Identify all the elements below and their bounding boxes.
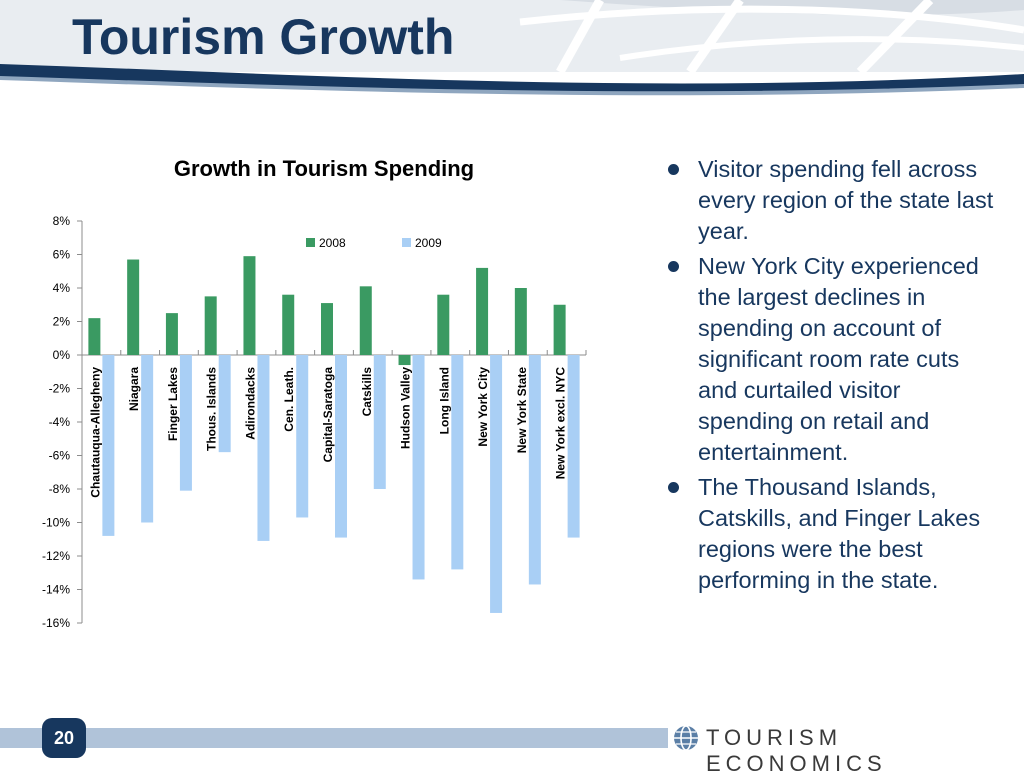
bar-2009 <box>528 355 541 585</box>
bar-2009 <box>257 355 270 541</box>
bar-2009 <box>373 355 386 489</box>
bar-2008 <box>514 288 527 355</box>
y-tick-label: 0% <box>53 348 71 362</box>
bar-2008 <box>243 256 256 355</box>
y-tick-label: 2% <box>53 315 71 329</box>
y-tick-label: 8% <box>53 214 71 228</box>
legend-swatch <box>306 238 315 247</box>
legend-label: 2008 <box>319 236 346 250</box>
bar-2008 <box>553 304 566 355</box>
category-label: Finger Lakes <box>166 367 180 441</box>
growth-chart: Growth in Tourism Spending 8% 6% 4% 2% 0% -2%… <box>42 156 587 630</box>
category-label: Niagara <box>127 367 141 411</box>
chart-title: Growth in Tourism Spending <box>174 156 474 181</box>
bullet-text: The Thousand Islands, Catskills, and Fin… <box>698 474 981 593</box>
slide-title: Tourism Growth <box>72 9 455 65</box>
bar-2008 <box>398 355 411 366</box>
bar-2009 <box>335 355 347 538</box>
legend-label: 2009 <box>415 236 442 250</box>
bar-2008 <box>204 296 217 355</box>
category-label: New York excl. NYC <box>554 367 568 480</box>
globe-logo-icon <box>674 725 698 751</box>
category-label: New York City <box>476 367 490 447</box>
bar-2008 <box>476 267 489 355</box>
legend: 2008 2009 <box>306 236 442 250</box>
y-tick-label: -14% <box>42 583 70 597</box>
logo-text: TOURISM ECONOMICS <box>706 725 887 776</box>
category-label: Long Island <box>437 367 451 434</box>
bar-2008 <box>165 313 178 355</box>
bar-2009 <box>141 355 154 523</box>
bar-2008 <box>321 303 333 355</box>
page-number: 20 <box>42 718 86 758</box>
y-tick-label: -8% <box>49 482 71 496</box>
category-label: Cen. Leath. <box>282 367 296 432</box>
category-label: Hudson Valley <box>399 367 413 449</box>
bar-2009 <box>296 355 309 518</box>
bullet-text: New York City experienced the largest de… <box>698 253 979 465</box>
category-label: Chautauqua-Allegheny <box>88 367 102 498</box>
y-tick-label: 4% <box>53 281 71 295</box>
bar-2008 <box>282 294 295 355</box>
bar-2009 <box>218 355 231 453</box>
category-label: Thous. Islands <box>205 367 219 451</box>
bar-2009 <box>102 355 115 536</box>
bullet-dot-icon <box>668 482 679 493</box>
legend-swatch <box>402 238 411 247</box>
bars <box>88 256 580 613</box>
bullet-item: New York City experienced the largest de… <box>662 251 1002 468</box>
bar-2008 <box>127 259 140 355</box>
y-axis: 8% 6% 4% 2% 0% -2% -4% -6% -8% -10% -12% -14% -16% <box>42 214 587 630</box>
bullet-dot-icon <box>668 261 679 272</box>
category-label: Adirondacks <box>243 367 257 440</box>
bar-2008 <box>359 286 372 355</box>
bar-2009 <box>567 355 580 538</box>
bullet-dot-icon <box>668 164 679 175</box>
y-tick-label: -16% <box>42 616 70 630</box>
bar-2008 <box>88 318 101 355</box>
bar-2009 <box>490 355 503 613</box>
bar-2009 <box>412 355 425 580</box>
header-background <box>0 0 1024 96</box>
bullet-text: Visitor spending fell across every regio… <box>698 156 994 244</box>
y-tick-label: -6% <box>49 449 71 463</box>
y-tick-label: 6% <box>53 248 71 262</box>
bullet-item: The Thousand Islands, Catskills, and Fin… <box>662 472 1002 596</box>
category-label: Capital-Saratoga <box>321 367 335 463</box>
category-label: Catskills <box>360 367 374 417</box>
category-label: New York State <box>515 367 529 454</box>
bullet-item: Visitor spending fell across every regio… <box>662 154 1002 247</box>
bar-2009 <box>179 355 192 491</box>
header-banner: Tourism Growth <box>0 0 1024 100</box>
y-tick-label: -10% <box>42 516 70 530</box>
bar-2008 <box>437 294 450 355</box>
bullet-list: Visitor spending fell across every regio… <box>662 154 1002 600</box>
category-labels: Chautauqua-Allegheny Niagara Finger Lakes T… <box>88 367 567 498</box>
bar-2009 <box>451 355 464 570</box>
y-tick-label: -2% <box>49 382 71 396</box>
y-tick-label: -12% <box>42 549 70 563</box>
y-tick-label: -4% <box>49 415 71 429</box>
footer-bar <box>0 728 668 748</box>
